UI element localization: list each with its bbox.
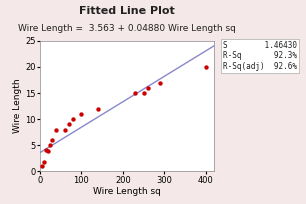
Point — [48, 144, 53, 147]
Point — [46, 149, 50, 153]
Point — [54, 128, 59, 131]
Point — [50, 138, 55, 142]
Point — [42, 160, 47, 164]
Point — [133, 91, 138, 95]
Text: Wire Length =  3.563 + 0.04880 Wire Length sq: Wire Length = 3.563 + 0.04880 Wire Lengt… — [18, 24, 236, 33]
Point — [71, 118, 76, 121]
Point — [158, 81, 163, 84]
Point — [62, 128, 67, 131]
Point — [43, 149, 48, 152]
Point — [79, 112, 84, 115]
Point — [39, 164, 44, 168]
Point — [141, 91, 146, 95]
Point — [95, 107, 100, 110]
Point — [203, 65, 208, 69]
Text: S        1.46430
R-Sq       92.3%
R-Sq(adj)  92.6%: S 1.46430 R-Sq 92.3% R-Sq(adj) 92.6% — [223, 41, 297, 71]
Point — [145, 86, 150, 89]
X-axis label: Wire Length sq: Wire Length sq — [93, 187, 161, 196]
Text: Fitted Line Plot: Fitted Line Plot — [79, 6, 175, 16]
Y-axis label: Wire Length: Wire Length — [13, 79, 22, 133]
Point — [66, 123, 71, 126]
